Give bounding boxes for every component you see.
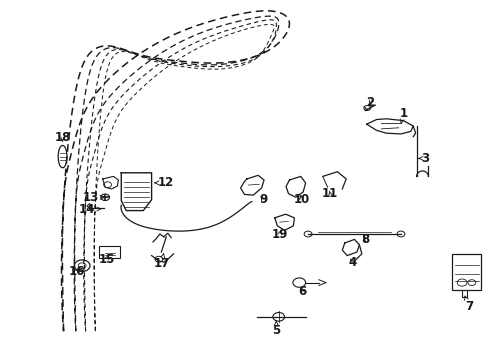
Text: 5: 5 [272, 321, 280, 337]
Text: 14: 14 [79, 203, 101, 216]
Text: 6: 6 [298, 285, 305, 298]
Text: 18: 18 [54, 131, 71, 144]
Text: 16: 16 [69, 265, 85, 278]
Text: 4: 4 [347, 256, 355, 269]
Text: 17: 17 [153, 254, 169, 270]
Text: 1: 1 [399, 107, 407, 123]
Text: 13: 13 [82, 191, 104, 204]
Text: 11: 11 [321, 187, 338, 200]
Text: 15: 15 [98, 253, 115, 266]
Text: 9: 9 [259, 193, 266, 206]
Text: 10: 10 [293, 193, 309, 206]
Text: 12: 12 [155, 176, 174, 189]
Bar [99, 246, 120, 258]
Text: 2: 2 [366, 96, 374, 109]
Bar [451, 254, 480, 290]
Text: 7: 7 [464, 296, 472, 313]
Text: 19: 19 [271, 228, 287, 241]
Text: 3: 3 [418, 152, 428, 165]
Text: 8: 8 [361, 233, 369, 246]
